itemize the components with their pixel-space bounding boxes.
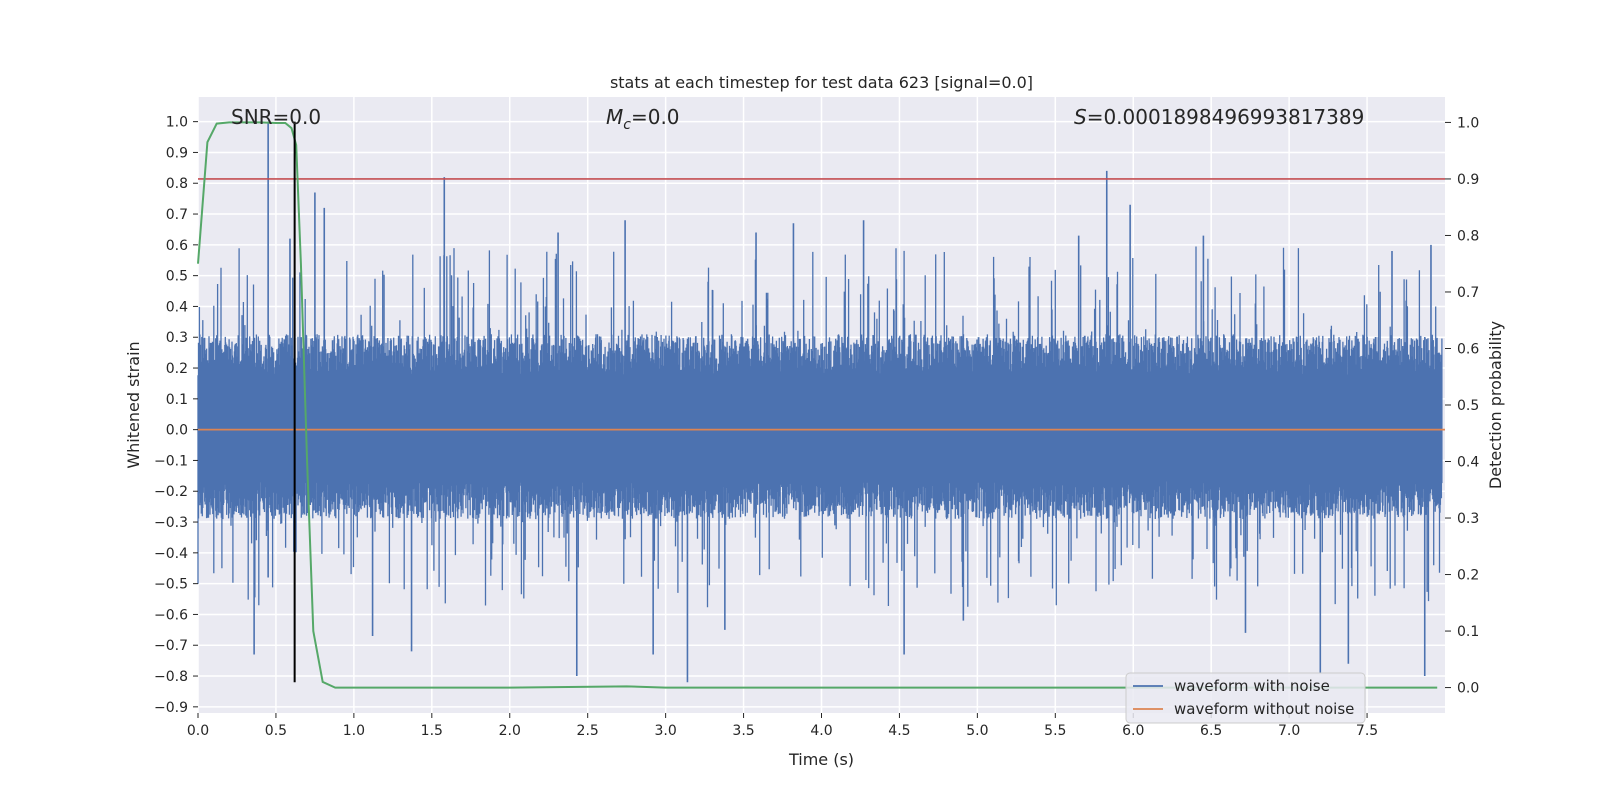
legend-label-clean: waveform without noise <box>1174 700 1354 718</box>
tick-labels: 0.0 0.5 1.0 1.5 2.0 2.5 3.0 3.5 4.0 4.5 5.0 5.5 6.0 6… <box>154 115 1479 739</box>
x-tick-label: 7.0 <box>1278 723 1300 739</box>
x-tick-label: 5.5 <box>1044 723 1066 739</box>
x-tick-label: 2.5 <box>577 723 599 739</box>
s-symbol: S <box>1074 105 1087 129</box>
y-tick-label: 0.7 <box>166 207 188 223</box>
y2-tick-label: 1.0 <box>1457 115 1479 131</box>
y2-tick-label: 0.1 <box>1457 624 1479 640</box>
y-tick-label: −0.2 <box>154 484 188 500</box>
y-tick-label: 0.2 <box>166 361 188 377</box>
y-tick-label: 0.0 <box>166 423 188 439</box>
y2-tick-label: 0.6 <box>1457 341 1479 357</box>
y-tick-label: 0.8 <box>166 176 188 192</box>
y-tick-label: 0.3 <box>166 330 188 346</box>
s-value: =0.0001898496993817389 <box>1087 105 1365 129</box>
y-tick-label: −0.7 <box>154 638 188 654</box>
legend-label-noise: waveform with noise <box>1174 677 1330 695</box>
score-annotation: S=0.0001898496993817389 <box>1074 105 1364 129</box>
x-tick-label: 2.0 <box>499 723 521 739</box>
x-tick-label: 5.0 <box>966 723 988 739</box>
y2-tick-label: 0.3 <box>1457 511 1479 527</box>
x-tick-label: 4.5 <box>888 723 910 739</box>
x-tick-label: 3.5 <box>732 723 754 739</box>
legend-box <box>1125 672 1366 724</box>
y-tick-label: 0.1 <box>166 392 188 408</box>
y-tick-label: −0.1 <box>154 453 188 469</box>
y-tick-label: 0.6 <box>166 238 188 254</box>
mc-value: =0.0 <box>631 105 680 129</box>
y2-axis-label: Detection probability <box>1486 321 1505 489</box>
y2-tick-label: 0.5 <box>1457 398 1479 414</box>
y2-tick-label: 0.4 <box>1457 455 1479 471</box>
mc-symbol: M <box>606 105 623 129</box>
x-tick-label: 1.0 <box>343 723 365 739</box>
series-lines <box>197 121 1445 689</box>
y-tick-label: −0.5 <box>154 577 188 593</box>
chart-title: stats at each timestep for test data 623… <box>610 73 1033 92</box>
y-tick-label: 0.4 <box>166 299 188 315</box>
x-tick-label: 0.5 <box>265 723 287 739</box>
legend: waveform with noise waveform without noi… <box>1125 672 1366 724</box>
y2-tick-label: 0.2 <box>1457 568 1479 584</box>
chirp-mass-annotation: Mc=0.0 <box>606 105 680 133</box>
detection-probability-line <box>197 121 1438 689</box>
x-tick-label: 3.0 <box>654 723 676 739</box>
x-axis-label: Time (s) <box>788 750 854 769</box>
y2-tick-label: 0.0 <box>1457 681 1479 697</box>
y-tick-label: 0.5 <box>166 269 188 285</box>
x-tick-label: 7.5 <box>1356 723 1378 739</box>
x-tick-label: 6.5 <box>1200 723 1222 739</box>
y-tick-label: −0.4 <box>154 546 188 562</box>
y2-tick-label: 0.9 <box>1457 172 1479 188</box>
mc-subscript: c <box>623 117 631 133</box>
x-tick-label: 0.0 <box>187 723 209 739</box>
y-tick-label: 1.0 <box>166 115 188 131</box>
snr-annotation: SNR=0.0 <box>231 105 321 129</box>
waveform-noise-spikes <box>197 121 1443 683</box>
y2-tick-label: 0.8 <box>1457 228 1479 244</box>
y-tick-label: −0.8 <box>154 669 188 685</box>
noise-band <box>197 246 1443 608</box>
y2-tick-label: 0.7 <box>1457 285 1479 301</box>
y-axis-label: Whitened strain <box>124 341 143 468</box>
y-tick-label: 0.9 <box>166 145 188 161</box>
x-tick-label: 1.5 <box>421 723 443 739</box>
x-tick-label: 6.0 <box>1122 723 1144 739</box>
y-tick-label: −0.3 <box>154 515 188 531</box>
y-tick-label: −0.6 <box>154 607 188 623</box>
x-tick-label: 4.0 <box>810 723 832 739</box>
y-tick-label: −0.9 <box>154 700 188 716</box>
